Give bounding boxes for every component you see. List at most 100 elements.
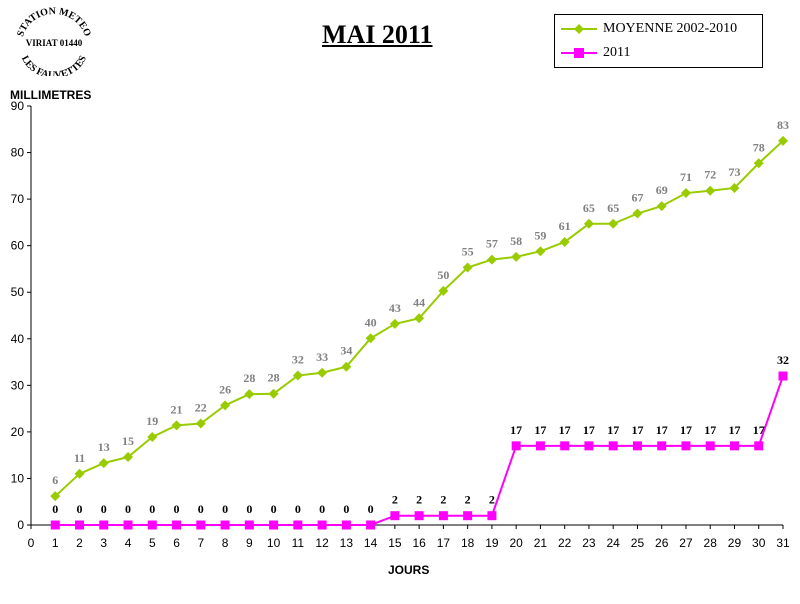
data-point-moyenne: [147, 432, 158, 443]
x-tick-label: 0: [28, 536, 35, 550]
svg-text:LES FAUVETTES: LES FAUVETTES: [19, 54, 89, 76]
data-label-moyenne: 13: [98, 440, 110, 454]
data-label-moyenne: 32: [292, 353, 304, 367]
data-label-2011: 0: [319, 502, 325, 516]
data-point-2011: [147, 520, 157, 530]
x-tick-label: 16: [412, 536, 426, 550]
data-point-moyenne: [778, 135, 788, 146]
data-point-moyenne: [414, 313, 425, 324]
data-label-2011: 0: [101, 502, 107, 516]
legend-square-marker-icon: [561, 48, 597, 58]
x-tick-label: 30: [752, 536, 766, 550]
x-axis-label: JOURS: [388, 563, 430, 577]
data-label-moyenne: 28: [243, 371, 255, 385]
data-label-moyenne: 83: [777, 118, 789, 132]
data-point-2011: [632, 441, 642, 451]
x-tick-label: 7: [197, 536, 204, 550]
data-point-2011: [196, 520, 206, 530]
data-point-moyenne: [535, 246, 546, 257]
x-tick-label: 10: [267, 536, 281, 550]
data-label-2011: 0: [368, 502, 374, 516]
data-label-2011: 2: [440, 493, 446, 507]
data-point-2011: [293, 520, 303, 530]
x-tick-label: 25: [631, 536, 645, 550]
data-point-moyenne: [341, 361, 352, 372]
y-tick-label: 60: [11, 239, 25, 253]
x-tick-label: 9: [246, 536, 253, 550]
data-point-2011: [463, 511, 473, 521]
data-point-moyenne: [583, 218, 594, 229]
x-tick-label: 29: [728, 536, 742, 550]
data-point-moyenne: [729, 182, 740, 193]
data-label-2011: 17: [753, 423, 765, 437]
x-tick-label: 8: [222, 536, 229, 550]
y-tick-label: 90: [11, 99, 25, 113]
data-point-moyenne: [511, 251, 522, 262]
x-tick-label: 2: [76, 536, 83, 550]
x-tick-label: 23: [582, 536, 596, 550]
x-tick-label: 22: [558, 536, 572, 550]
data-point-2011: [366, 520, 376, 530]
data-point-2011: [220, 520, 230, 530]
data-point-2011: [390, 511, 400, 521]
data-label-moyenne: 61: [559, 219, 571, 233]
data-label-2011: 0: [222, 502, 228, 516]
data-label-2011: 0: [295, 502, 301, 516]
data-label-2011: 32: [777, 353, 789, 367]
x-tick-label: 28: [704, 536, 718, 550]
data-point-2011: [438, 511, 448, 521]
data-point-moyenne: [705, 185, 716, 196]
data-label-moyenne: 26: [219, 382, 231, 396]
x-tick-label: 12: [315, 536, 329, 550]
data-label-2011: 0: [149, 502, 155, 516]
stamp-bottom-text: LES FAUVETTES: [19, 54, 89, 81]
legend-entry-moyenne: MOYENNE 2002-2010: [561, 19, 737, 39]
data-point-2011: [584, 441, 594, 451]
data-point-moyenne: [680, 188, 691, 199]
data-label-moyenne: 55: [462, 245, 474, 259]
data-label-moyenne: 11: [74, 451, 85, 465]
data-label-moyenne: 40: [365, 315, 377, 329]
data-label-moyenne: 28: [268, 371, 280, 385]
data-point-moyenne: [438, 285, 449, 296]
data-point-2011: [535, 441, 545, 451]
data-point-moyenne: [656, 201, 667, 212]
x-tick-label: 18: [461, 536, 475, 550]
y-tick-label: 10: [11, 471, 25, 485]
x-tick-label: 15: [388, 536, 402, 550]
data-point-moyenne: [317, 367, 328, 378]
x-tick-label: 4: [125, 536, 132, 550]
x-tick-label: 13: [340, 536, 354, 550]
data-point-2011: [123, 520, 133, 530]
data-label-2011: 0: [246, 502, 252, 516]
data-point-moyenne: [559, 236, 570, 247]
data-point-2011: [608, 441, 618, 451]
data-label-2011: 2: [392, 493, 398, 507]
data-label-2011: 17: [704, 423, 716, 437]
data-label-2011: 0: [198, 502, 204, 516]
data-label-moyenne: 65: [607, 201, 619, 215]
legend-diamond-marker-icon: [561, 24, 597, 34]
x-tick-label: 14: [364, 536, 378, 550]
x-tick-label: 5: [149, 536, 156, 550]
data-point-moyenne: [365, 333, 376, 344]
stamp-top-text: STATION METEO: [15, 6, 93, 39]
x-tick-label: 24: [607, 536, 621, 550]
data-point-moyenne: [632, 208, 643, 219]
data-label-2011: 2: [416, 493, 422, 507]
data-label-moyenne: 65: [583, 201, 595, 215]
x-tick-label: 6: [173, 536, 180, 550]
chart-legend: MOYENNE 2002-2010 2011: [554, 14, 763, 68]
x-tick-label: 31: [776, 536, 790, 550]
y-tick-label: 80: [11, 146, 25, 160]
y-tick-label: 20: [11, 425, 25, 439]
data-label-moyenne: 50: [437, 268, 449, 282]
data-label-moyenne: 72: [704, 168, 716, 182]
data-label-2011: 0: [77, 502, 83, 516]
data-point-moyenne: [486, 254, 497, 265]
data-label-2011: 17: [559, 423, 571, 437]
data-label-moyenne: 57: [486, 237, 498, 251]
data-point-2011: [317, 520, 327, 530]
data-label-moyenne: 67: [631, 191, 643, 205]
data-label-2011: 17: [656, 423, 668, 437]
